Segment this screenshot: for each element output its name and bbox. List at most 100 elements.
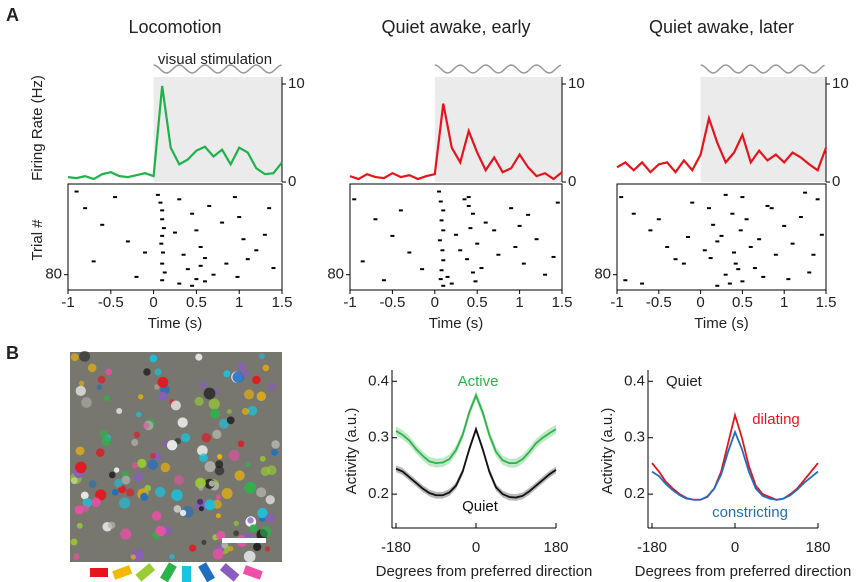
cell xyxy=(157,376,169,388)
cell xyxy=(99,429,109,438)
cell xyxy=(130,554,136,560)
cell xyxy=(221,541,229,549)
cell xyxy=(197,445,208,456)
cell xyxy=(174,475,184,485)
cell xyxy=(237,440,245,448)
y-tick-label: 80 xyxy=(594,266,611,283)
tuning-curve xyxy=(395,426,557,499)
psth-line xyxy=(67,85,283,181)
series-label: constricting xyxy=(712,504,788,521)
cell xyxy=(204,499,216,511)
panel-title: Locomotion xyxy=(128,17,221,37)
cell xyxy=(259,455,266,462)
cell xyxy=(166,440,178,451)
stimulus-wave xyxy=(434,64,562,74)
cell xyxy=(158,391,168,401)
cell xyxy=(131,462,139,469)
cell xyxy=(119,497,131,509)
y-axis-label: Trial # xyxy=(29,219,46,261)
cell xyxy=(221,487,233,500)
y-tick-label: 0.4 xyxy=(624,372,645,389)
cell xyxy=(212,548,224,560)
annotation: visual stimulation xyxy=(158,51,272,68)
cell xyxy=(226,409,232,415)
raster-frame xyxy=(616,183,827,291)
cell xyxy=(267,382,277,392)
x-tick-label: 1.5 xyxy=(816,294,837,311)
x-tick-label: 1.5 xyxy=(552,294,573,311)
stimulus-window xyxy=(153,77,282,182)
cells xyxy=(70,350,280,563)
cell xyxy=(80,491,89,500)
cell xyxy=(212,429,222,440)
y-tick-label: 0.2 xyxy=(368,485,389,502)
cell xyxy=(116,407,123,414)
cell xyxy=(137,458,147,469)
cell xyxy=(241,407,249,415)
cell xyxy=(253,542,262,552)
cell xyxy=(234,470,245,481)
color-tile xyxy=(135,563,156,582)
tuning-curve xyxy=(395,392,557,465)
color-tile xyxy=(160,562,177,582)
cell xyxy=(149,354,158,363)
y-axis-label: Activity (a.u.) xyxy=(343,408,360,495)
cell xyxy=(243,550,256,563)
raster-frame xyxy=(349,183,563,291)
cell xyxy=(154,384,160,390)
cell xyxy=(143,422,150,429)
cell xyxy=(131,439,139,447)
y-tick-label: 10 xyxy=(568,75,585,92)
x-tick-label: 1 xyxy=(515,294,523,311)
cell xyxy=(260,466,271,477)
cell xyxy=(101,436,112,446)
micrograph xyxy=(70,350,282,563)
cell xyxy=(120,528,132,540)
y-tick-label: 0 xyxy=(288,173,296,190)
cell xyxy=(111,488,119,496)
cell xyxy=(108,471,116,479)
x-tick-label: 1 xyxy=(235,294,243,311)
cell xyxy=(195,477,206,489)
cell xyxy=(134,472,144,482)
cell xyxy=(252,375,261,385)
cell xyxy=(179,509,187,517)
cell xyxy=(249,524,258,533)
x-tick-label: 1.5 xyxy=(272,294,293,311)
y-tick-label: 0.3 xyxy=(368,429,389,446)
cell xyxy=(107,521,116,529)
cell xyxy=(180,433,191,443)
cell xyxy=(232,371,244,383)
cell xyxy=(256,487,267,498)
cell xyxy=(226,416,235,425)
psth-line xyxy=(349,103,563,181)
panel-title: Quiet awake, later xyxy=(649,17,794,37)
cell xyxy=(214,465,225,476)
cell xyxy=(155,486,166,498)
series-label: dilating xyxy=(752,411,800,428)
cell xyxy=(199,453,208,463)
cell xyxy=(75,385,86,397)
cell xyxy=(215,494,222,500)
cell xyxy=(96,384,103,390)
cell xyxy=(126,488,135,497)
cell xyxy=(162,440,168,447)
y-axis-label: Activity (a.u.) xyxy=(599,408,616,495)
cell xyxy=(91,497,101,508)
x-axis-label: Degrees from preferred direction xyxy=(376,563,593,580)
x-tick-label: -0.5 xyxy=(646,294,672,311)
cell xyxy=(154,368,162,376)
cell xyxy=(114,478,124,488)
cell xyxy=(247,517,254,524)
cell xyxy=(169,553,175,560)
x-tick-label: 0.5 xyxy=(732,294,753,311)
y-tick-label: 0.4 xyxy=(368,372,389,389)
cell xyxy=(237,362,246,371)
cell xyxy=(121,475,131,485)
color-tile xyxy=(198,562,215,582)
cell xyxy=(208,398,220,410)
cell xyxy=(104,395,110,402)
cell xyxy=(195,353,203,361)
cell xyxy=(140,492,149,501)
cell xyxy=(215,513,221,519)
